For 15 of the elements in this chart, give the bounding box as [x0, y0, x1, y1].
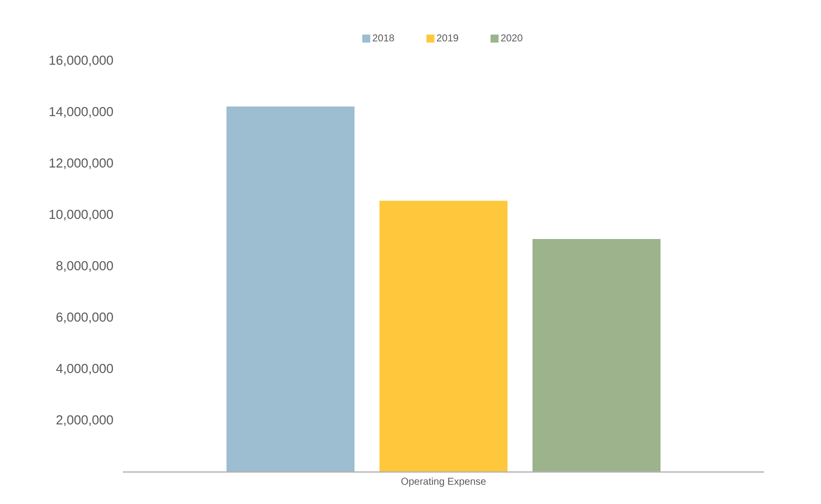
- y-tick-label: 12,000,000: [50, 158, 113, 170]
- legend-label: 2018: [372, 34, 394, 42]
- legend-label: 2020: [501, 34, 522, 42]
- y-tick-label: 6,000,000: [56, 312, 113, 324]
- bar: [380, 200, 508, 472]
- y-tick-label: 2,000,000: [56, 415, 113, 426]
- legend-label: 2019: [436, 34, 458, 42]
- y-tick-label: 8,000,000: [56, 261, 113, 272]
- y-tick-label: 10,000,000: [50, 210, 113, 220]
- bar: [226, 106, 355, 472]
- y-tick-label: 16,000,000: [50, 56, 113, 66]
- y-tick-label: 14,000,000: [50, 107, 113, 118]
- x-tick-label: Operating Expense: [401, 478, 486, 487]
- bar: [532, 239, 661, 472]
- y-tick-label: 4,000,000: [56, 364, 113, 375]
